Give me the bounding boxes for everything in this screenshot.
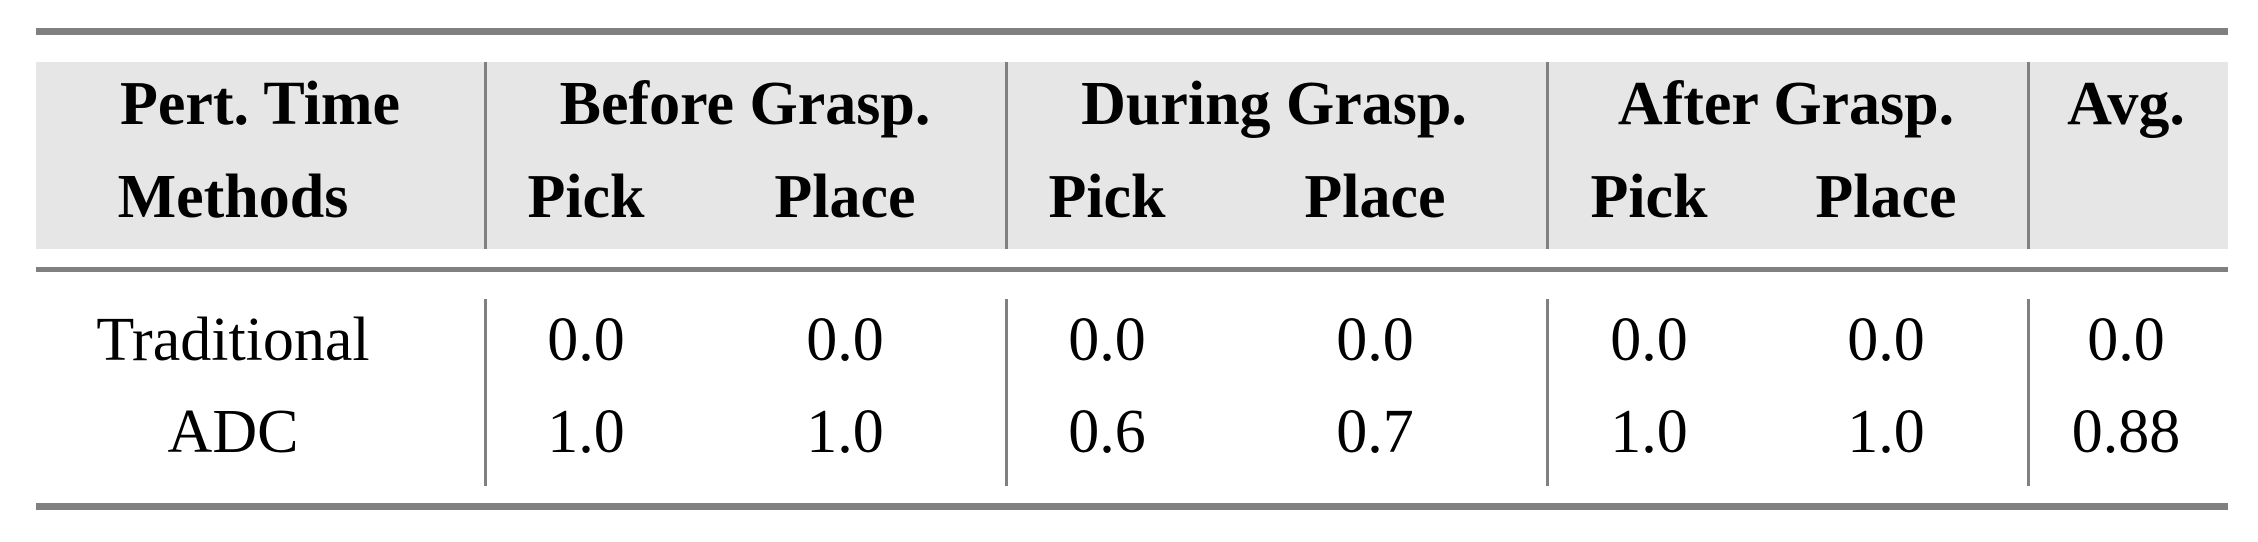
column-separator xyxy=(484,299,487,486)
column-separator xyxy=(1005,299,1008,486)
cell-value: 0.0 xyxy=(1068,306,1146,374)
cell-value: 1.0 xyxy=(1610,398,1688,466)
column-separator xyxy=(1546,299,1549,486)
header-during-place: Place xyxy=(1304,163,1446,231)
header-after-place: Place xyxy=(1815,163,1957,231)
header-during-pick: Pick xyxy=(1048,163,1166,231)
cell-value: 1.0 xyxy=(547,398,625,466)
column-separator xyxy=(2027,299,2030,486)
header-after-pick: Pick xyxy=(1590,163,1708,231)
mid-rule xyxy=(36,267,2228,272)
cell-value: 0.0 xyxy=(806,306,884,374)
top-rule xyxy=(36,28,2228,35)
cell-value: 1.0 xyxy=(1847,398,1925,466)
cell-value: 1.0 xyxy=(806,398,884,466)
cell-value: 0.0 xyxy=(547,306,625,374)
bottom-rule xyxy=(36,503,2228,510)
column-separator xyxy=(1546,62,1549,249)
header-before-pick: Pick xyxy=(527,163,645,231)
cell-avg: 0.0 xyxy=(2087,306,2165,374)
cell-value: 0.0 xyxy=(1610,306,1688,374)
header-pert-time: Pert. Time xyxy=(119,70,401,138)
cell-value: 0.6 xyxy=(1068,398,1146,466)
header-before-grasp: Before Grasp. xyxy=(559,70,931,138)
row-method: ADC xyxy=(167,398,299,466)
column-separator xyxy=(484,62,487,249)
header-methods: Methods xyxy=(117,163,349,231)
row-method: Traditional xyxy=(96,306,370,374)
header-during-grasp: During Grasp. xyxy=(1081,70,1467,138)
header-avg: Avg. xyxy=(2067,70,2185,138)
column-separator xyxy=(1005,62,1008,249)
column-separator xyxy=(2027,62,2030,249)
cell-value: 0.0 xyxy=(1336,306,1414,374)
header-before-place: Place xyxy=(774,163,916,231)
cell-value: 0.7 xyxy=(1336,398,1414,466)
cell-value: 0.0 xyxy=(1847,306,1925,374)
header-background xyxy=(36,62,2228,249)
header-after-grasp: After Grasp. xyxy=(1617,70,1955,138)
cell-avg: 0.88 xyxy=(2071,398,2181,466)
